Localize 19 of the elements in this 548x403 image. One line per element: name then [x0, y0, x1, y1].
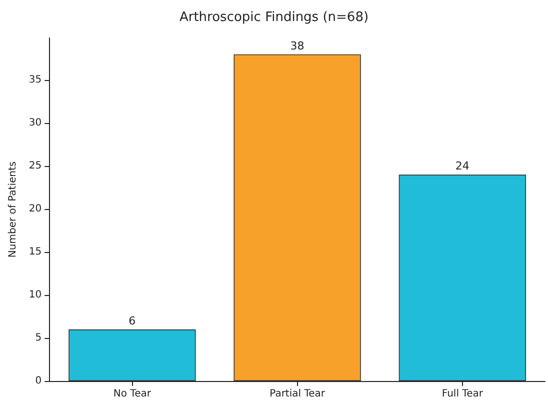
bar — [398, 174, 526, 381]
y-tick-label: 0 — [35, 376, 42, 386]
y-tick-label: 35 — [28, 74, 42, 86]
y-tick-label: 5 — [35, 332, 42, 344]
y-tick-label: 15 — [28, 246, 42, 258]
x-tick-label: Partial Tear — [270, 388, 326, 400]
y-tick-label: 30 — [28, 118, 42, 129]
y-tick-label: 20 — [28, 204, 42, 215]
y-tick-label: 25 — [28, 160, 42, 172]
data-label: 24 — [455, 160, 470, 173]
data-label: 6 — [128, 314, 136, 328]
chart-title: Arthroscopic Findings (n=68) — [179, 10, 369, 25]
bar — [234, 54, 361, 381]
x-tick-label: No Tear — [113, 388, 152, 400]
x-tick-label: Full Tear — [442, 388, 484, 400]
y-axis-title: Number of Patients — [8, 161, 18, 258]
bar — [68, 329, 196, 381]
y-tick-label: 10 — [28, 290, 42, 301]
data-label: 38 — [290, 39, 304, 52]
